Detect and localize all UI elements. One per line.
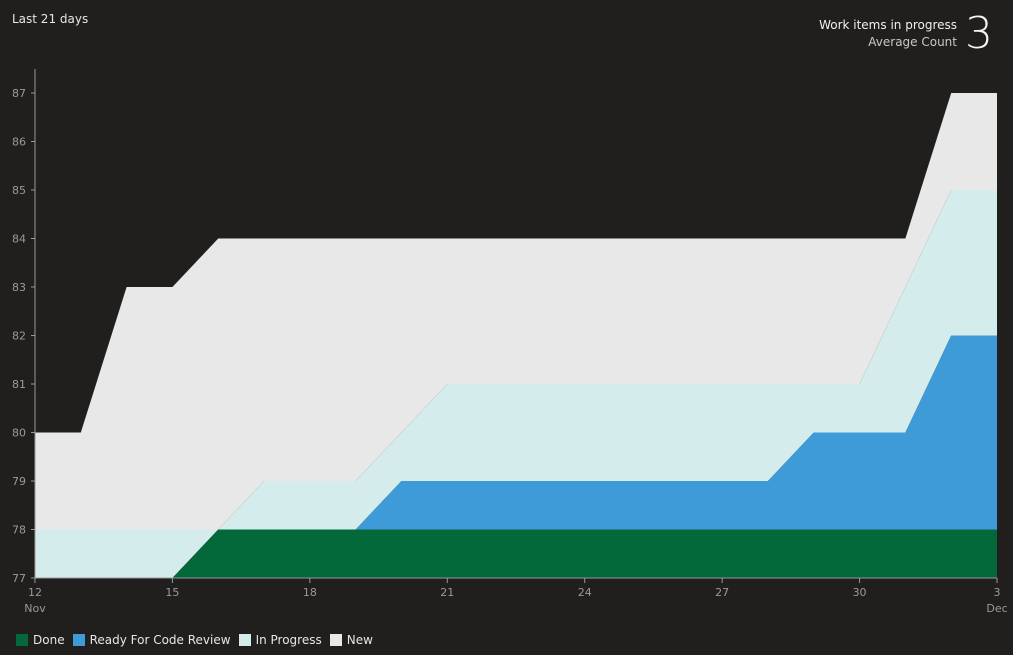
y-tick-label: 86 <box>12 136 26 149</box>
summary-widget: Work items in progress Average Count 3 <box>819 10 993 58</box>
y-tick-label: 77 <box>12 572 26 585</box>
y-tick-label: 87 <box>12 87 26 100</box>
y-tick-label: 83 <box>12 281 26 294</box>
x-tick-label: 30 <box>853 586 867 599</box>
area-ready-for-code-review <box>35 335 997 578</box>
cumulative-flow-chart: 77 78 79 80 81 82 83 84 85 86 87 12 Nov 15 18 21 24 27 30 3… <box>12 69 1008 615</box>
y-tick-label: 85 <box>12 184 26 197</box>
summary-text: Work items in progress Average Count <box>819 17 957 51</box>
legend-item-ready-for-code-review[interactable]: Ready For Code Review <box>72 633 231 647</box>
legend-label: Ready For Code Review <box>89 633 231 647</box>
legend-swatch <box>16 634 28 646</box>
y-tick-label: 82 <box>12 330 26 343</box>
legend-label: New <box>346 633 373 647</box>
x-tick-month-label: Dec <box>986 602 1007 615</box>
summary-value: 3 <box>965 8 993 59</box>
legend-swatch <box>238 634 251 646</box>
legend-label: Done <box>33 633 65 647</box>
x-tick-label: 21 <box>440 586 454 599</box>
chart-period-label: Last 21 days <box>12 12 89 26</box>
y-tick-label: 84 <box>12 233 26 246</box>
legend-item-new[interactable]: New <box>329 633 373 647</box>
x-tick-label: 12 <box>28 586 42 599</box>
x-tick-month-label: Nov <box>24 602 46 615</box>
summary-title: Work items in progress <box>819 18 957 32</box>
area-new <box>35 93 997 530</box>
legend-swatch <box>72 634 85 646</box>
chart-legend: Done Ready For Code Review In Progress New <box>16 633 373 647</box>
x-tick-label: 18 <box>303 586 317 599</box>
y-tick-label: 80 <box>12 427 26 440</box>
y-tick-label: 81 <box>12 378 26 391</box>
area-done <box>35 529 997 578</box>
x-tick-label: 15 <box>165 586 179 599</box>
legend-item-in-progress[interactable]: In Progress <box>238 633 322 647</box>
summary-subtitle: Average Count <box>868 35 957 49</box>
x-tick-label: 27 <box>715 586 729 599</box>
x-tick-label: 24 <box>578 586 592 599</box>
x-tick-label: 3 <box>994 586 1001 599</box>
legend-label: In Progress <box>255 633 322 647</box>
legend-swatch <box>329 634 342 646</box>
y-tick-label: 79 <box>12 475 26 488</box>
legend-item-done[interactable]: Done <box>16 633 65 647</box>
y-tick-label: 78 <box>12 524 26 537</box>
